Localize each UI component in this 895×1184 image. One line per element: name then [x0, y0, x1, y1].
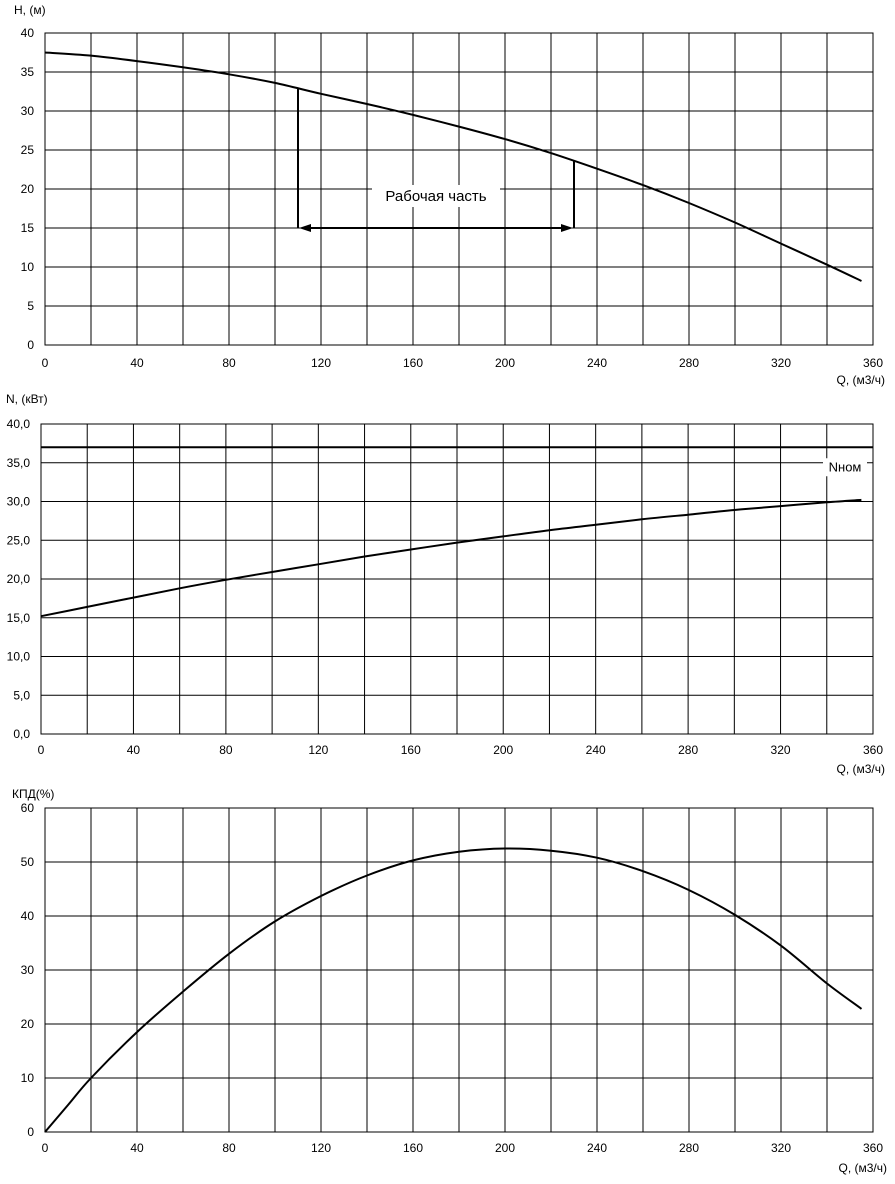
plot-frame	[44, 32, 874, 346]
y-tick-label: 25,0	[7, 533, 31, 547]
y-tick-label: 35,0	[7, 456, 31, 470]
x-tick-label: 280	[679, 356, 699, 370]
y-tick-label: 50	[21, 855, 35, 869]
y-tick-label: 60	[21, 801, 35, 815]
y-tick-label: 0	[27, 1125, 34, 1139]
x-tick-label: 80	[222, 356, 236, 370]
y-tick-label: 40,0	[7, 417, 31, 431]
efficiency-chart: КПД(%) Q, (м3/ч) 0 40 80 120 160 200 240 280 320…	[12, 787, 887, 1175]
x-tick-label: 320	[771, 1141, 791, 1155]
y-tick-label: 30	[21, 104, 35, 118]
y-tick-label: 10	[21, 1071, 35, 1085]
x-tick-label: 120	[308, 743, 328, 757]
x-tick-label: 280	[679, 1141, 699, 1155]
plot-frame	[40, 423, 874, 735]
y-tick-label: 0,0	[13, 727, 30, 741]
y-tick-label: 10,0	[7, 650, 31, 664]
y-tick-label: 30,0	[7, 495, 31, 509]
x-tick-label: 200	[495, 1141, 515, 1155]
head-curve	[44, 51, 862, 282]
x-tick-label: 0	[38, 743, 45, 757]
x-tick-label: 240	[587, 1141, 607, 1155]
y-tick-label: 20	[21, 1017, 35, 1031]
head-chart: H, (м) Q, (м3/ч) 0 40 80 120 160 200 240 280 320…	[14, 3, 885, 387]
y-tick-label: 40	[21, 26, 35, 40]
x-tick-label: 40	[130, 356, 144, 370]
efficiency-chart-xlabel: Q, (м3/ч)	[838, 1161, 887, 1175]
x-tick-label: 240	[587, 356, 607, 370]
power-chart: N, (кВт) Q, (м3/ч) 0 40 80 120 160 200 240 280 3…	[6, 392, 885, 776]
y-tick-label: 0	[27, 338, 34, 352]
x-tick-label: 280	[678, 743, 698, 757]
y-tick-label: 20,0	[7, 572, 31, 586]
x-tick-label: 80	[219, 743, 233, 757]
working-range-annotation: Рабочая часть	[297, 88, 575, 232]
y-tick-label: 15,0	[7, 611, 31, 625]
working-range-arrowhead-left	[299, 224, 311, 232]
x-tick-label: 240	[586, 743, 606, 757]
x-tick-label: 320	[771, 356, 791, 370]
x-tick-label: 200	[493, 743, 513, 757]
x-tick-label: 40	[127, 743, 141, 757]
working-range-label-background	[372, 185, 500, 207]
y-tick-label: 30	[21, 963, 35, 977]
x-tick-label: 40	[130, 1141, 144, 1155]
y-tick-label: 20	[21, 182, 35, 196]
x-tick-label: 160	[403, 356, 423, 370]
nominal-power-label: Nном	[829, 459, 862, 474]
efficiency-curve	[44, 847, 863, 1133]
head-chart-xlabel: Q, (м3/ч)	[836, 373, 885, 387]
x-tick-label: 200	[495, 356, 515, 370]
x-tick-label: 160	[401, 743, 421, 757]
working-range-arrowhead-right	[561, 224, 573, 232]
power-curve	[40, 498, 862, 618]
x-tick-label: 80	[222, 1141, 236, 1155]
x-tick-label: 160	[403, 1141, 423, 1155]
head-chart-ylabel: H, (м)	[14, 3, 46, 17]
x-tick-label: 0	[42, 356, 49, 370]
y-tick-label: 10	[21, 260, 35, 274]
x-tick-label: 360	[863, 1141, 883, 1155]
x-tick-label: 120	[311, 356, 331, 370]
y-tick-label: 25	[21, 143, 35, 157]
nominal-power-label-background	[823, 458, 867, 477]
y-tick-label: 40	[21, 909, 35, 923]
x-tick-label: 360	[863, 356, 883, 370]
working-range-label: Рабочая часть	[385, 188, 486, 205]
plot-frame	[44, 807, 874, 1133]
x-tick-label: 0	[42, 1141, 49, 1155]
x-tick-label: 320	[771, 743, 791, 757]
efficiency-chart-ylabel: КПД(%)	[12, 787, 54, 801]
y-tick-label: 5,0	[13, 688, 30, 702]
x-tick-label: 120	[311, 1141, 331, 1155]
y-tick-label: 15	[21, 221, 35, 235]
x-tick-label: 360	[863, 743, 883, 757]
y-tick-label: 5	[27, 299, 34, 313]
y-tick-label: 35	[21, 65, 35, 79]
power-chart-ylabel: N, (кВт)	[6, 392, 48, 406]
power-chart-xlabel: Q, (м3/ч)	[836, 762, 885, 776]
